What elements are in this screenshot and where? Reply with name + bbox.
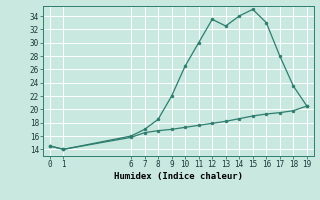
X-axis label: Humidex (Indice chaleur): Humidex (Indice chaleur)	[114, 172, 243, 181]
